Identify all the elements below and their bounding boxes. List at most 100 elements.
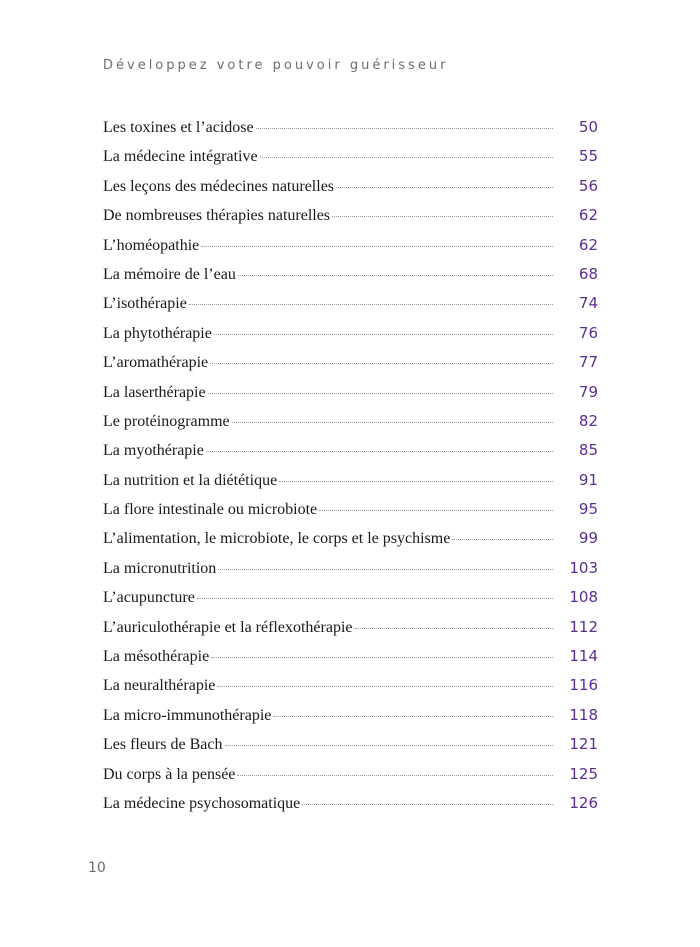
toc-entry: Les leçons des médecines naturelles 56 bbox=[103, 177, 598, 206]
entry-title: Les leçons des médecines naturelles bbox=[103, 177, 335, 195]
entry-title: De nombreuses thérapies naturelles bbox=[103, 207, 331, 225]
dot-leader bbox=[210, 363, 553, 365]
entry-title: La nutrition et la diététique bbox=[103, 471, 278, 489]
dot-leader bbox=[259, 157, 553, 159]
toc-entry: La mésothérapie 114 bbox=[103, 647, 598, 676]
entry-page: 82 bbox=[578, 411, 598, 430]
entry-title: L’homéopathie bbox=[103, 236, 200, 254]
dot-leader bbox=[332, 216, 553, 218]
toc-entry: La phytothérapie 76 bbox=[103, 324, 598, 353]
toc-entry: Le protéinogramme 82 bbox=[103, 412, 598, 441]
toc-entry: La médecine psychosomatique 126 bbox=[103, 794, 598, 823]
toc-entry: La micronutrition 103 bbox=[103, 559, 598, 588]
entry-page: 95 bbox=[578, 500, 598, 519]
toc-entry: La nutrition et la diététique 91 bbox=[103, 471, 598, 500]
dot-leader bbox=[319, 510, 553, 512]
dot-leader bbox=[196, 598, 553, 600]
dot-leader bbox=[201, 245, 553, 247]
entry-page: 85 bbox=[578, 441, 598, 460]
dot-leader bbox=[336, 186, 553, 188]
toc-entry: La neuralthérapie 116 bbox=[103, 676, 598, 705]
entry-title: La micro-immunothérapie bbox=[103, 706, 272, 724]
dot-leader bbox=[237, 774, 553, 776]
toc-entry: Du corps à la pensée 125 bbox=[103, 765, 598, 794]
entry-title: L’alimentation, le microbiote, le corps … bbox=[103, 530, 451, 548]
entry-title: Les toxines et l’acidose bbox=[103, 119, 254, 136]
entry-title: La myothérapie bbox=[103, 442, 204, 460]
entry-page: 125 bbox=[569, 764, 598, 783]
toc-entry: Les toxines et l’acidose 50 bbox=[103, 118, 598, 147]
entry-page: 103 bbox=[569, 558, 598, 577]
dot-leader bbox=[354, 627, 553, 629]
page-number: 10 bbox=[88, 860, 106, 876]
entry-page: 114 bbox=[569, 647, 598, 666]
entry-page: 55 bbox=[578, 147, 598, 166]
dot-leader bbox=[217, 686, 553, 688]
entry-title: La neuralthérapie bbox=[103, 677, 216, 695]
entry-page: 74 bbox=[578, 294, 598, 313]
dot-leader bbox=[273, 715, 553, 717]
toc-entry: La myothérapie 85 bbox=[103, 441, 598, 470]
entry-page: 77 bbox=[578, 353, 598, 372]
entry-title: L’auriculothérapie et la réflexothérapie bbox=[103, 618, 353, 636]
toc-entry: La médecine intégrative 55 bbox=[103, 147, 598, 176]
toc-entry: L’isothérapie 74 bbox=[103, 294, 598, 323]
dot-leader bbox=[218, 568, 553, 570]
toc-entry: La micro-immunothérapie 118 bbox=[103, 706, 598, 735]
toc-entry: L’acupuncture 108 bbox=[103, 588, 598, 617]
entry-title: Du corps à la pensée bbox=[103, 765, 236, 783]
entry-page: 79 bbox=[578, 382, 598, 401]
dot-leader bbox=[302, 803, 553, 805]
entry-title: L’isothérapie bbox=[103, 295, 187, 313]
entry-page: 76 bbox=[578, 323, 598, 342]
entry-title: La micronutrition bbox=[103, 559, 217, 577]
entry-title: La médecine intégrative bbox=[103, 148, 258, 166]
entry-page: 68 bbox=[578, 264, 598, 283]
table-of-contents: Les toxines et l’acidose 50 La médecine in… bbox=[103, 118, 598, 823]
dot-leader bbox=[207, 392, 553, 394]
entry-page: 121 bbox=[569, 735, 598, 754]
dot-leader bbox=[224, 745, 553, 747]
entry-title: La médecine psychosomatique bbox=[103, 794, 301, 812]
dot-leader bbox=[213, 333, 553, 335]
entry-page: 91 bbox=[578, 470, 598, 489]
toc-entry: La laserthérapie 79 bbox=[103, 383, 598, 412]
entry-title: La mémoire de l’eau bbox=[103, 265, 236, 283]
toc-entry: De nombreuses thérapies naturelles 62 bbox=[103, 206, 598, 235]
entry-title: Les fleurs de Bach bbox=[103, 736, 223, 754]
entry-page: 50 bbox=[578, 118, 598, 136]
toc-entry: L’alimentation, le microbiote, le corps … bbox=[103, 529, 598, 558]
entry-title: La flore intestinale ou microbiote bbox=[103, 501, 318, 519]
entry-page: 62 bbox=[578, 235, 598, 254]
dot-leader bbox=[188, 304, 553, 306]
dot-leader bbox=[211, 657, 553, 659]
running-header: Développez votre pouvoir guérisseur bbox=[103, 58, 449, 73]
toc-entry: L’aromathérapie 77 bbox=[103, 353, 598, 382]
entry-title: Le protéinogramme bbox=[103, 412, 230, 430]
toc-entry: La flore intestinale ou microbiote 95 bbox=[103, 500, 598, 529]
entry-title: L’aromathérapie bbox=[103, 354, 209, 372]
entry-page: 99 bbox=[578, 529, 598, 548]
dot-leader bbox=[452, 539, 553, 541]
entry-page: 108 bbox=[569, 588, 598, 607]
entry-page: 56 bbox=[578, 176, 598, 195]
entry-page: 116 bbox=[569, 676, 598, 695]
entry-title: La laserthérapie bbox=[103, 383, 206, 401]
toc-entry: L’auriculothérapie et la réflexothérapie… bbox=[103, 618, 598, 647]
dot-leader bbox=[255, 128, 553, 129]
entry-title: La mésothérapie bbox=[103, 648, 210, 666]
entry-title: L’acupuncture bbox=[103, 589, 195, 607]
entry-title: La phytothérapie bbox=[103, 324, 212, 342]
dot-leader bbox=[279, 480, 553, 482]
entry-page: 112 bbox=[569, 617, 598, 636]
entry-page: 118 bbox=[569, 705, 598, 724]
dot-leader bbox=[231, 421, 553, 423]
toc-entry: L’homéopathie 62 bbox=[103, 236, 598, 265]
dot-leader bbox=[237, 274, 553, 276]
entry-page: 126 bbox=[569, 793, 598, 812]
toc-entry: La mémoire de l’eau 68 bbox=[103, 265, 598, 294]
dot-leader bbox=[205, 451, 553, 453]
toc-entry: Les fleurs de Bach 121 bbox=[103, 735, 598, 764]
entry-page: 62 bbox=[578, 206, 598, 225]
